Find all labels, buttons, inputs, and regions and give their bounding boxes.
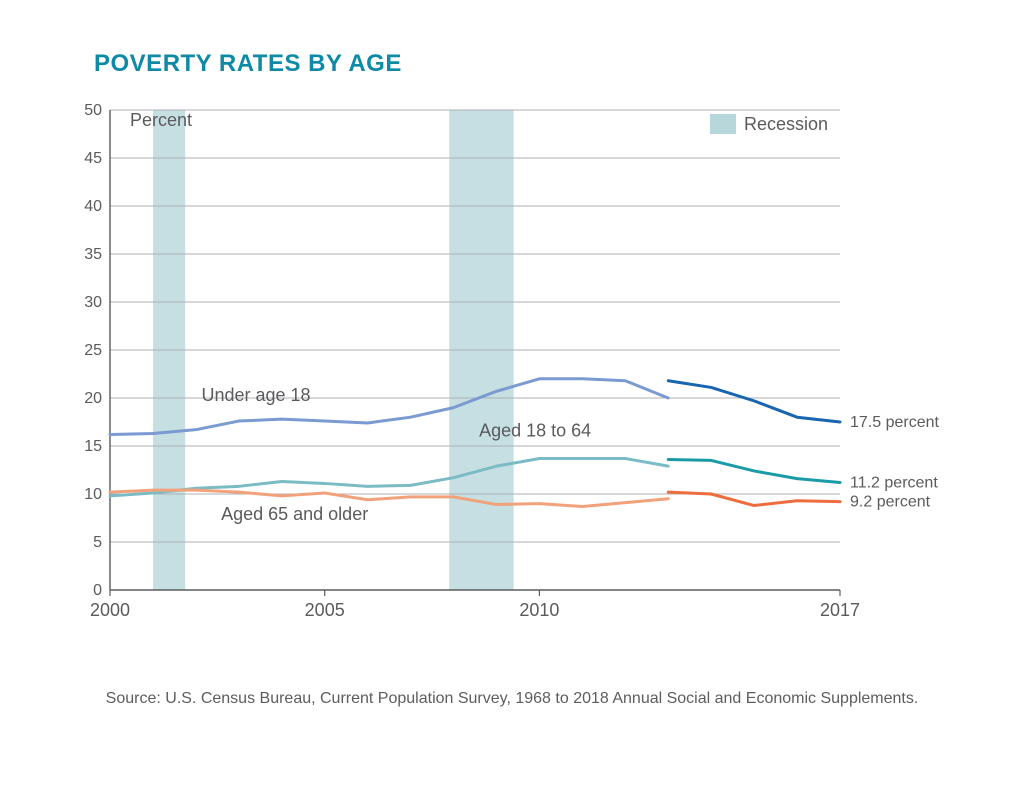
y-tick-label: 5 [93, 534, 102, 551]
end-value-label: 9.2 percent [850, 494, 931, 511]
chart-area: 0 5 10 15 20 25 30 35 40 45 50 Percent 2000 2005 2010 2… [60, 100, 960, 640]
y-tick-label: 40 [84, 198, 102, 215]
y-tick-label: 25 [84, 342, 102, 359]
source-note: Source: U.S. Census Bureau, Current Popu… [60, 690, 964, 708]
y-tick-label: 30 [84, 294, 102, 311]
y-tick-label: 0 [93, 582, 102, 599]
chart-page: POVERTY RATES BY AGE 0 5 10 15 20 25 30 35 40 45 5… [0, 0, 1024, 786]
series-label: Aged 65 and older [221, 504, 368, 524]
x-tick-label: 2000 [90, 600, 130, 620]
y-tick-label: 20 [84, 390, 102, 407]
x-tick-label: 2010 [519, 600, 559, 620]
y-tick-label: 35 [84, 246, 102, 263]
legend-label: Recession [744, 114, 828, 134]
y-tick-label: 45 [84, 150, 102, 167]
y-unit-label: Percent [130, 110, 192, 130]
series-label: Under age 18 [201, 385, 310, 405]
y-tick-label: 10 [84, 486, 102, 503]
x-tick-label: 2005 [305, 600, 345, 620]
chart-title: POVERTY RATES BY AGE [94, 50, 964, 78]
end-value-label: 11.2 percent [850, 474, 938, 491]
x-tick-label: 2017 [820, 600, 860, 620]
y-tick-label: 15 [84, 438, 102, 455]
line-chart-svg: 0 5 10 15 20 25 30 35 40 45 50 Percent 2000 2005 2010 2… [60, 100, 960, 640]
end-value-label: 17.5 percent [850, 414, 940, 431]
series-label: Aged 18 to 64 [479, 420, 591, 440]
legend-swatch [710, 114, 736, 134]
y-tick-label: 50 [84, 102, 102, 119]
